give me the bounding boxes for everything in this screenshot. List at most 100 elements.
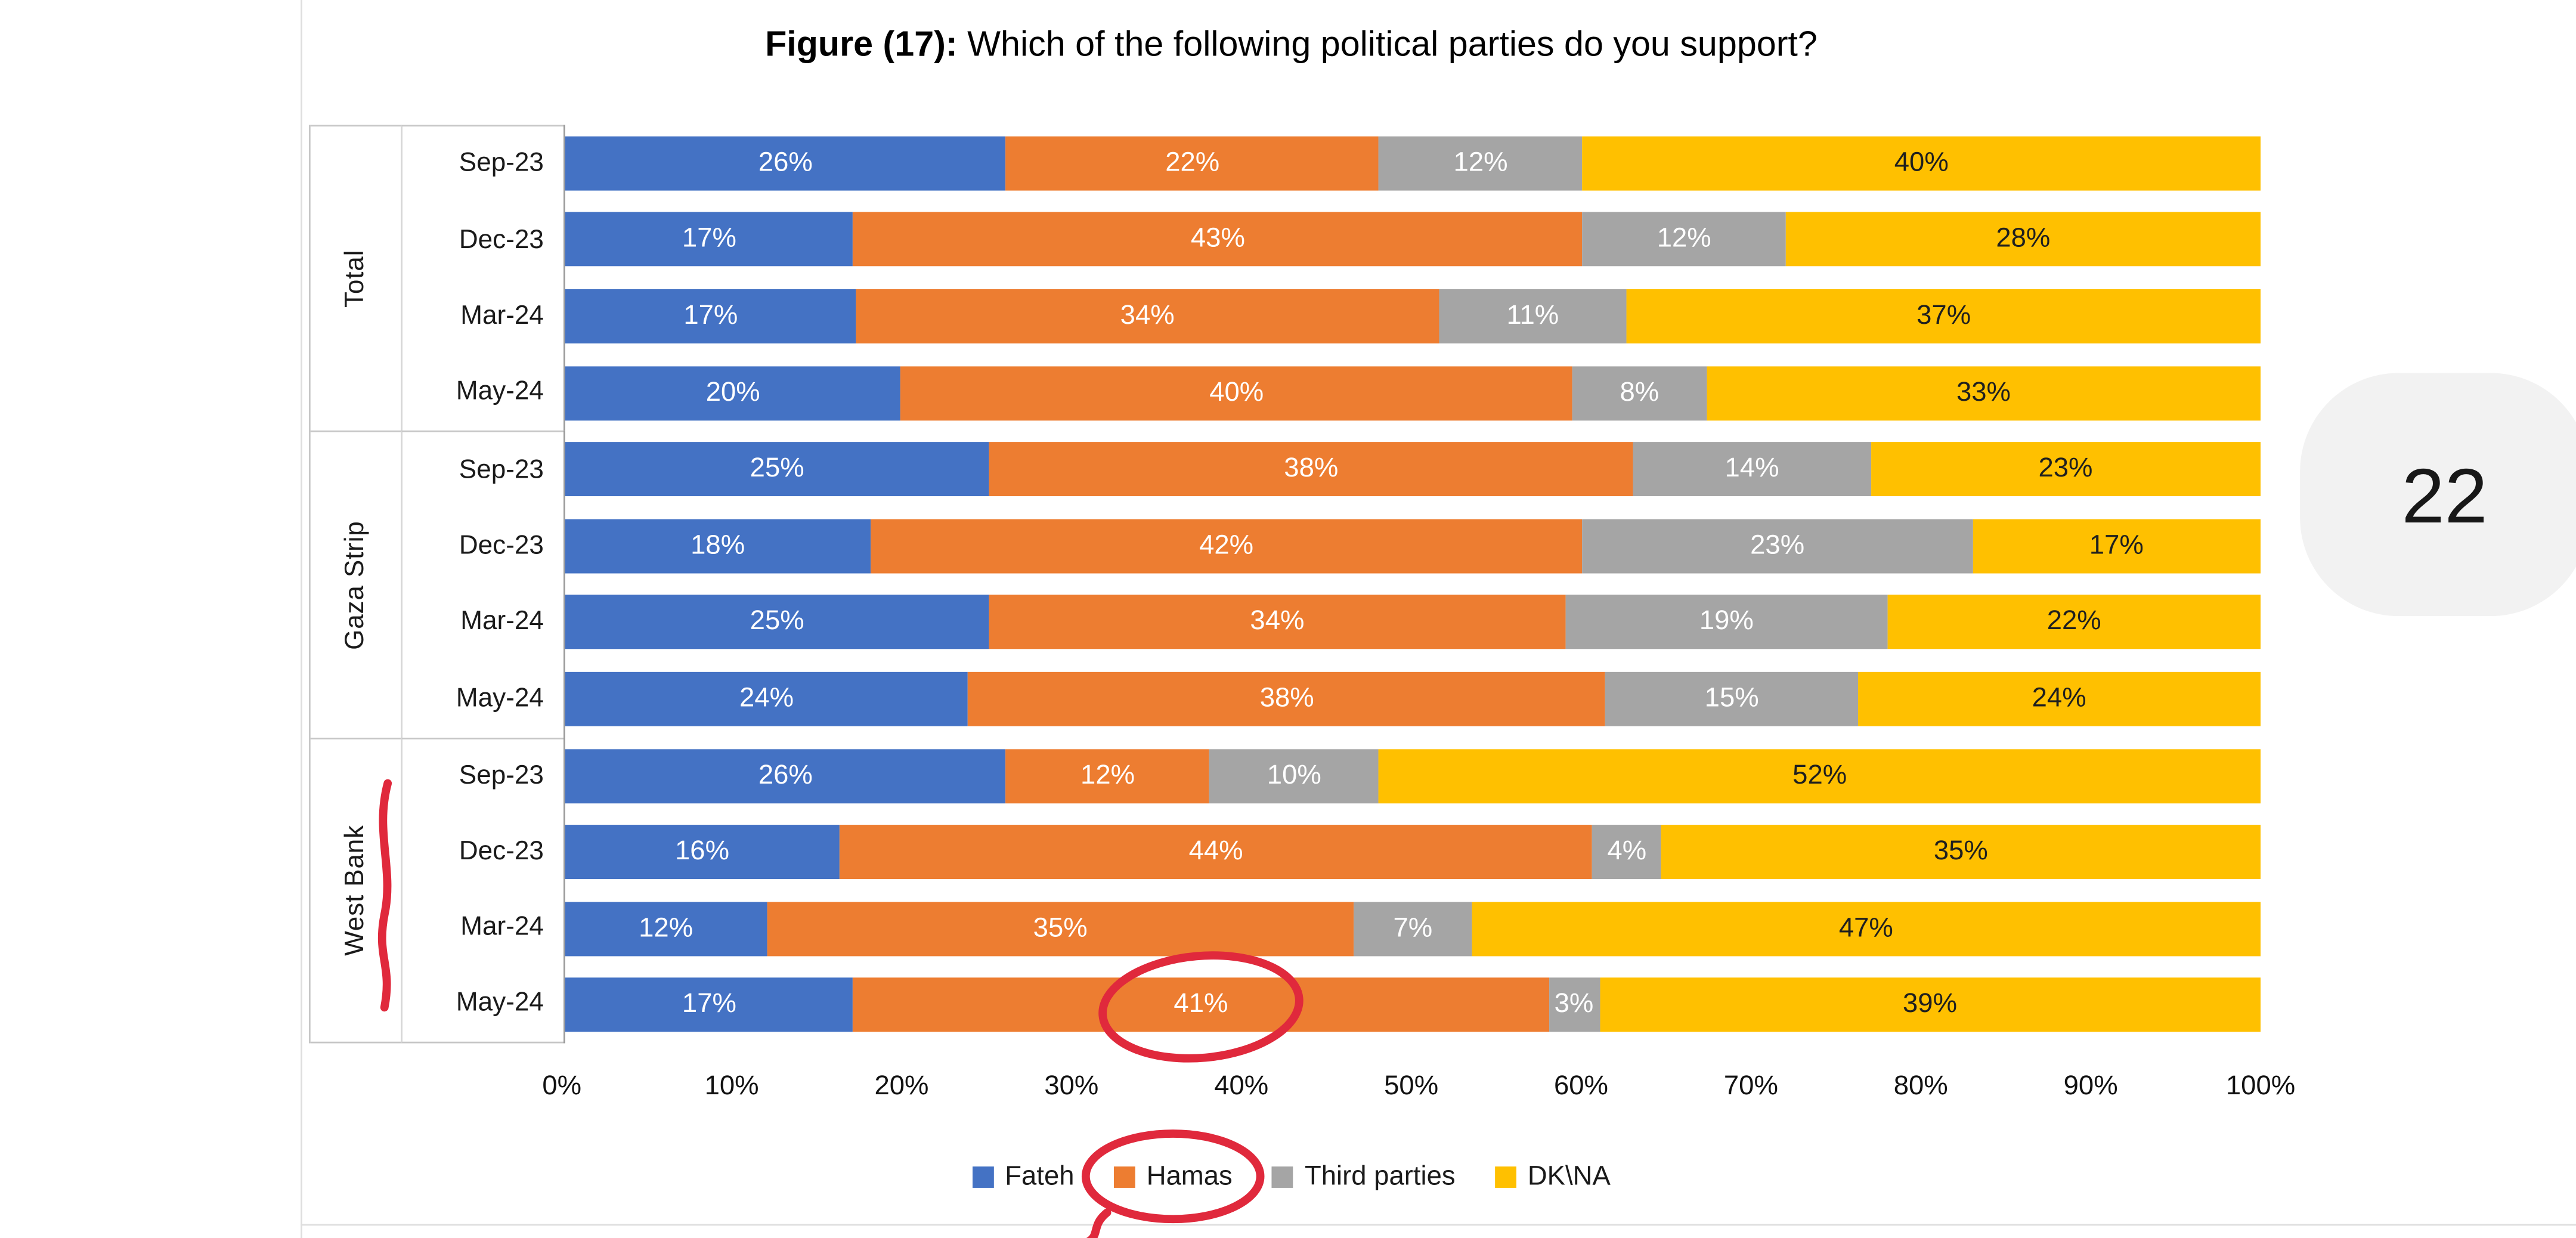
bar-row: 16% 44% 4% 35% <box>565 814 2261 890</box>
segment-value: 16% <box>675 836 730 866</box>
bars-column-gaza-strip: 25% 38% 14% 23% 18% 42% 23% 17% 25% 34% 19% 22% 24% 3… <box>563 431 2261 738</box>
legend-label-fateh: Fateh <box>1005 1160 1075 1191</box>
segment-dk-na: 39% <box>1599 978 2261 1033</box>
row-label-total-mar-24: Mar-24 <box>460 302 544 330</box>
bar-row: 26% 22% 12% 40% <box>565 125 2261 201</box>
period-column-gaza-strip: Sep-23 Dec-23 Mar-24 May-24 <box>401 431 564 738</box>
segment-value: 38% <box>1284 453 1339 484</box>
segment-value: 8% <box>1620 377 1659 407</box>
x-tick-10: 10% <box>704 1071 759 1101</box>
segment-value: 24% <box>2032 683 2086 713</box>
row-label-west-bank-dec-23: Dec-23 <box>459 837 544 866</box>
segment-value: 26% <box>758 760 813 790</box>
bar-row: 17% 43% 12% 28% <box>565 202 2261 278</box>
page-edge-line-left <box>301 0 302 1238</box>
segment-third-parties: 7% <box>1354 901 1472 956</box>
page-number-badge: 22 <box>2300 373 2576 617</box>
segment-value: 12% <box>1080 760 1135 790</box>
segment-value: 40% <box>1894 147 1949 177</box>
segment-hamas: 38% <box>968 671 1606 726</box>
bar-row: 17% 41% 3% 39% <box>565 967 2261 1044</box>
row-label-gaza-strip-may-24: May-24 <box>456 684 544 713</box>
stacked-bar-west-bank-mar-24: 12% 35% 7% 47% <box>565 901 2261 956</box>
segment-third-parties: 10% <box>1209 748 1379 803</box>
legend-label-dk-na: DK\NA <box>1527 1160 1611 1191</box>
segment-fateh: 20% <box>565 366 901 420</box>
legend-item-fateh: Fateh <box>972 1160 1075 1191</box>
x-tick-20: 20% <box>874 1071 929 1101</box>
group-label-text: West Bank <box>340 825 369 957</box>
segment-dk-na: 52% <box>1379 748 2261 803</box>
chart-title: Figure (17): Which of the following poli… <box>309 24 2274 66</box>
segment-dk-na: 47% <box>1471 901 2261 956</box>
stacked-bar-total-dec-23: 17% 43% 12% 28% <box>565 212 2261 267</box>
stacked-bar-gaza-strip-sep-23: 25% 38% 14% 23% <box>565 442 2261 497</box>
segment-fateh: 17% <box>565 978 854 1033</box>
segment-hamas: 34% <box>989 595 1566 650</box>
legend-item-hamas: Hamas <box>1113 1160 1233 1191</box>
bar-row: 17% 34% 11% 37% <box>565 278 2261 354</box>
row-label-west-bank-may-24: May-24 <box>456 989 544 1017</box>
segment-dk-na: 28% <box>1785 212 2261 267</box>
x-tick-30: 30% <box>1044 1071 1099 1101</box>
segment-third-parties: 23% <box>1582 519 1973 573</box>
bar-row: 18% 42% 23% 17% <box>565 507 2261 584</box>
segment-third-parties: 8% <box>1572 366 1707 420</box>
segment-dk-na: 24% <box>1857 671 2261 726</box>
segment-value: 23% <box>2038 453 2093 484</box>
segment-fateh: 25% <box>565 442 989 497</box>
group-total: Total Sep-23 Dec-23 Mar-24 May-24 26% 22% 12% 40… <box>310 125 2261 431</box>
segment-value: 7% <box>1393 913 1433 943</box>
segment-third-parties: 12% <box>1379 136 1583 191</box>
segment-fateh: 25% <box>565 595 989 650</box>
row-label-gaza-strip-sep-23: Sep-23 <box>459 456 544 484</box>
segment-value: 43% <box>1190 224 1245 254</box>
row-label-total-may-24: May-24 <box>456 378 544 407</box>
segment-dk-na: 23% <box>1871 442 2261 497</box>
segment-hamas: 22% <box>1005 136 1379 191</box>
segment-fateh: 26% <box>565 748 1006 803</box>
segment-hamas: 34% <box>856 289 1439 343</box>
segment-fateh: 16% <box>565 825 840 880</box>
segment-value: 28% <box>1996 224 2051 254</box>
stacked-bar-west-bank-dec-23: 16% 44% 4% 35% <box>565 825 2261 880</box>
segment-value: 35% <box>1933 836 1988 866</box>
bar-row: 24% 38% 15% 24% <box>565 661 2261 737</box>
segment-third-parties: 19% <box>1565 595 1888 650</box>
segment-value: 20% <box>705 377 760 407</box>
group-label-gaza-strip: Gaza Strip <box>310 431 401 738</box>
segment-value: 34% <box>1120 301 1175 330</box>
bar-row: 25% 38% 14% 23% <box>565 431 2261 507</box>
segment-value: 22% <box>2046 606 2101 637</box>
row-label-west-bank-mar-24: Mar-24 <box>460 913 544 942</box>
segment-fateh: 12% <box>565 901 767 956</box>
legend-label-third-parties: Third parties <box>1304 1160 1456 1191</box>
segment-hamas: 35% <box>766 901 1354 956</box>
bar-row: 20% 40% 8% 33% <box>565 354 2261 431</box>
x-tick-60: 60% <box>1553 1071 1608 1101</box>
segment-value: 44% <box>1188 836 1243 866</box>
segment-dk-na: 17% <box>1972 519 2261 573</box>
group-label-total: Total <box>310 125 401 431</box>
segment-value: 10% <box>1267 760 1321 790</box>
bars-column-total: 26% 22% 12% 40% 17% 43% 12% 28% 17% 34% 11% 37% 20% 4… <box>563 125 2261 431</box>
row-label-west-bank-sep-23: Sep-23 <box>459 762 544 790</box>
segment-hamas: 44% <box>839 825 1593 880</box>
bar-row: 12% 35% 7% 47% <box>565 890 2261 967</box>
segment-hamas: 40% <box>900 366 1572 420</box>
bar-row: 25% 34% 19% 22% <box>565 584 2261 661</box>
period-column-total: Sep-23 Dec-23 Mar-24 May-24 <box>401 125 564 431</box>
group-label-text: Gaza Strip <box>340 520 369 650</box>
segment-value: 11% <box>1506 301 1559 330</box>
bar-row: 26% 12% 10% 52% <box>565 737 2261 813</box>
segment-value: 17% <box>682 989 736 1020</box>
bars-column-west-bank: 26% 12% 10% 52% 16% 44% 4% 35% 12% 35% 7% 47% 17% 41%… <box>563 737 2261 1044</box>
page-number: 22 <box>2401 451 2488 538</box>
segment-value: 14% <box>1724 453 1779 484</box>
segment-value: 52% <box>1792 760 1847 790</box>
stacked-bar-total-mar-24: 17% 34% 11% 37% <box>565 289 2261 343</box>
segment-third-parties: 12% <box>1582 212 1786 267</box>
segment-fateh: 26% <box>565 136 1006 191</box>
